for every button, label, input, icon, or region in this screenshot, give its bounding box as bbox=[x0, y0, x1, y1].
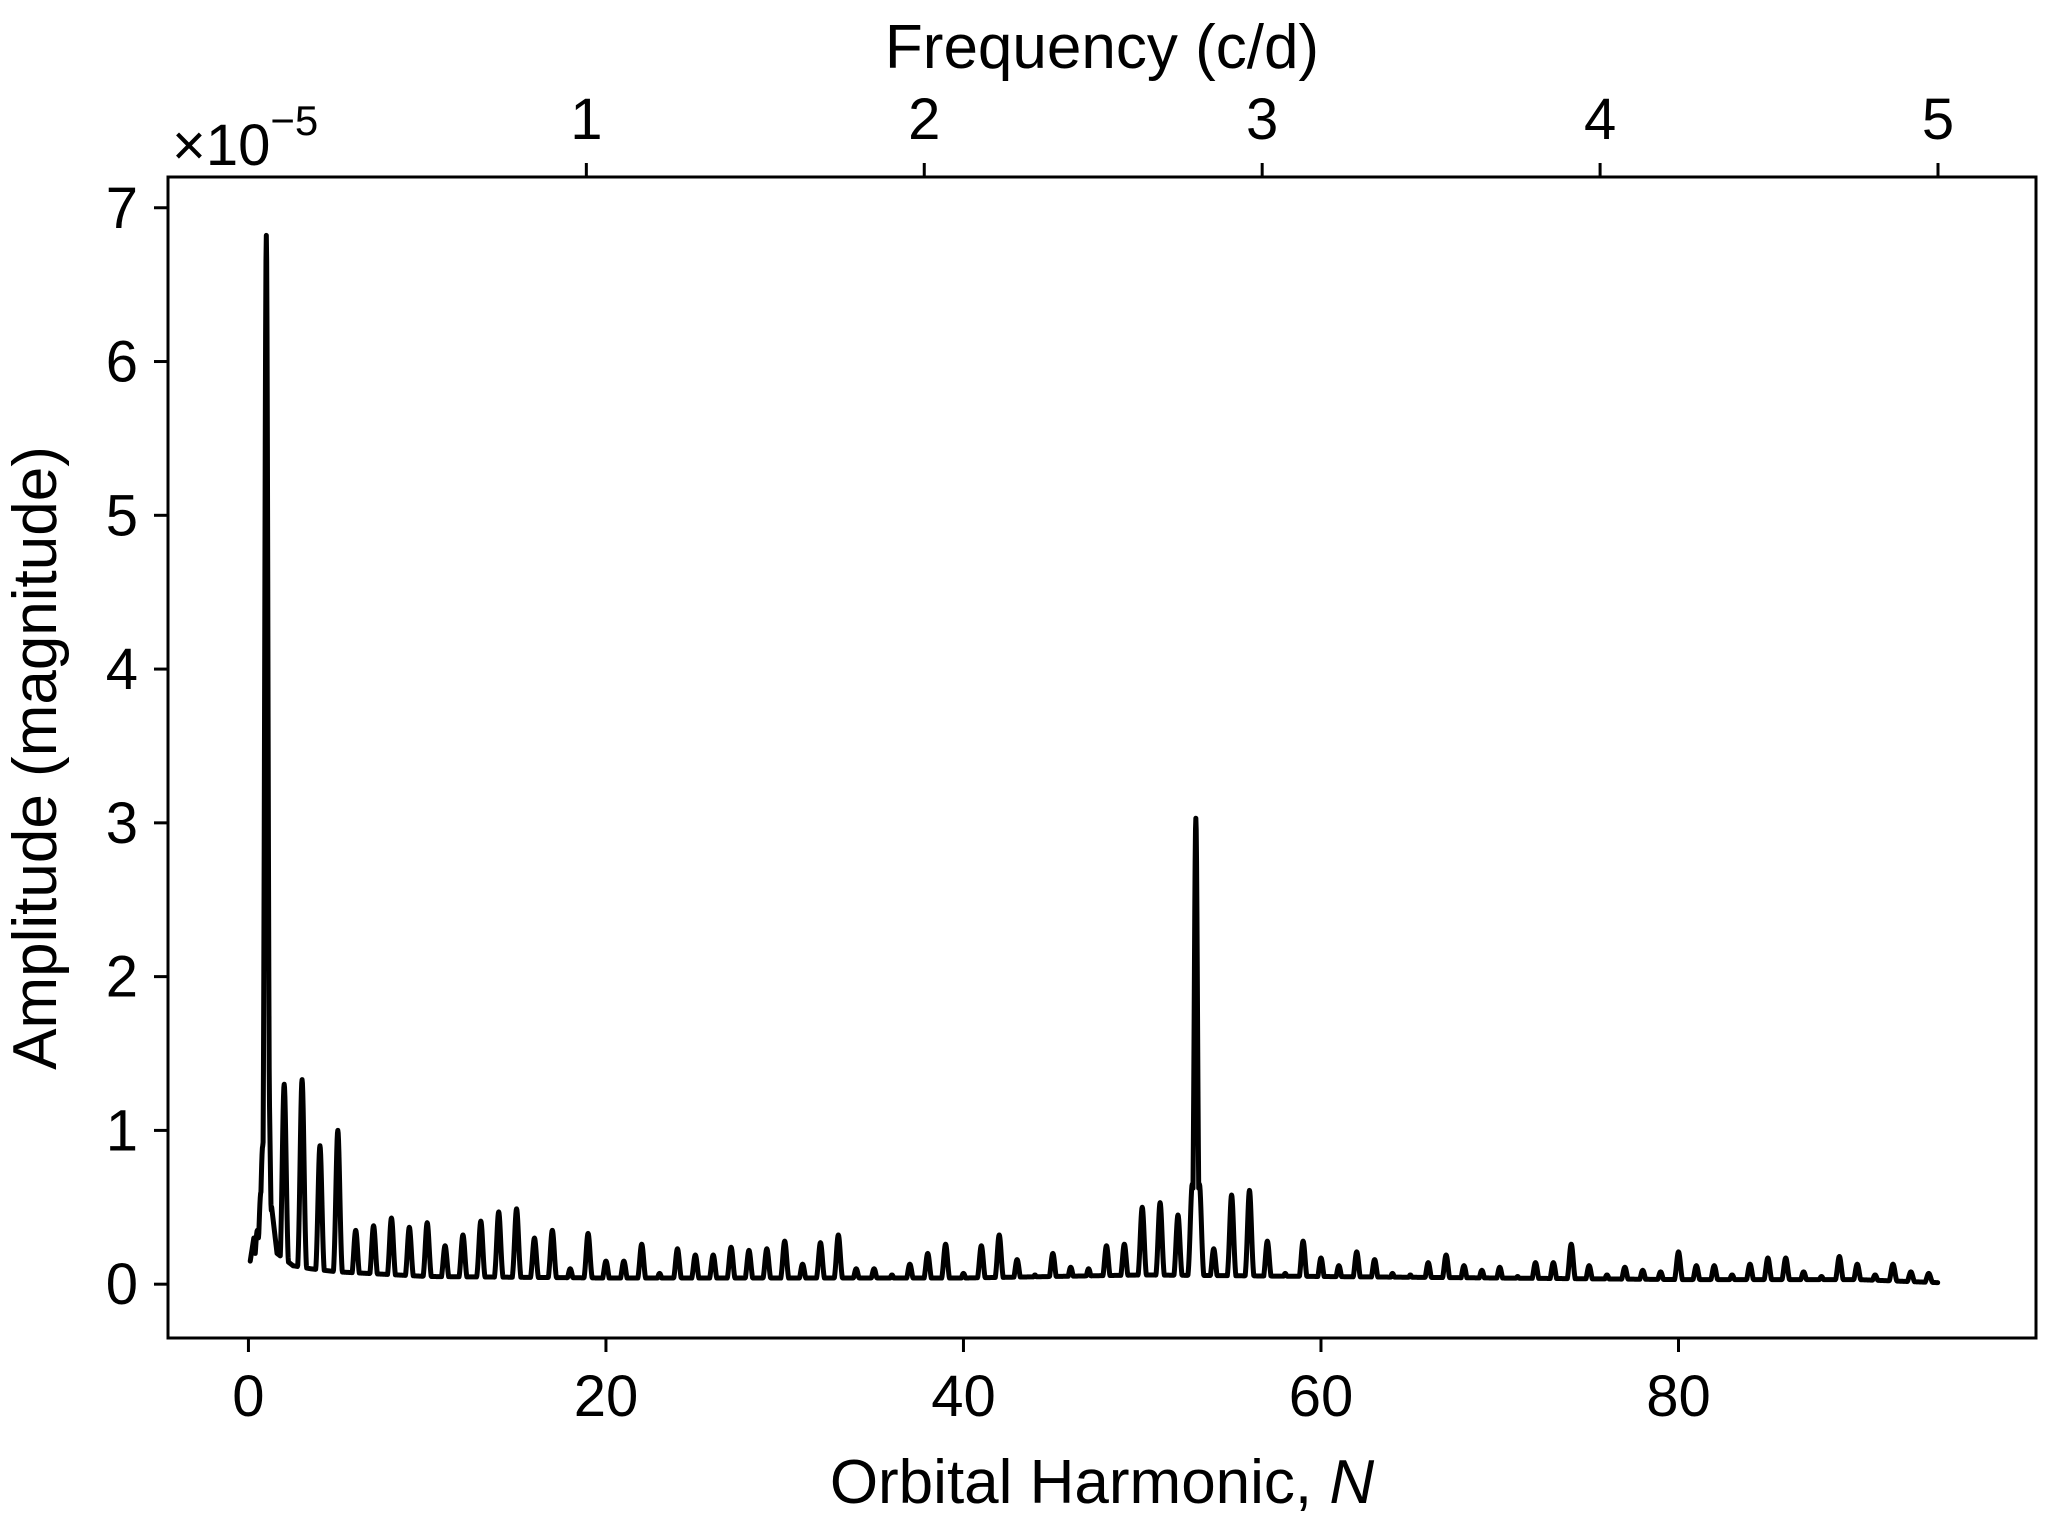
x-tick-label-60: 60 bbox=[1289, 1364, 1354, 1429]
y-axis-label: Amplitude (magnitude) bbox=[1, 446, 70, 1070]
bottom-x-axis: 0 20 40 60 80 bbox=[232, 1338, 1711, 1429]
top-x-tick-label-4: 4 bbox=[1584, 87, 1616, 152]
x-axis-label: Orbital Harmonic, N bbox=[830, 1448, 1375, 1517]
amplitude-spectrum-line bbox=[247, 232, 1941, 1286]
top-x-tick-label-3: 3 bbox=[1246, 87, 1278, 152]
plot-frame bbox=[166, 175, 2038, 1340]
y-tick-label-1: 1 bbox=[106, 1098, 138, 1163]
x-tick-label-0: 0 bbox=[232, 1364, 264, 1429]
x-tick-label-80: 80 bbox=[1646, 1364, 1711, 1429]
y-axis: 0 1 2 3 4 5 6 7 bbox=[106, 176, 168, 1317]
x-tick-label-40: 40 bbox=[931, 1364, 996, 1429]
top-x-axis: 1 2 3 4 5 bbox=[570, 87, 1954, 177]
y-tick-label-6: 6 bbox=[106, 330, 138, 395]
top-x-tick-label-1: 1 bbox=[570, 87, 602, 152]
y-tick-label-4: 4 bbox=[106, 637, 138, 702]
y-tick-label-5: 5 bbox=[106, 483, 138, 548]
y-scale-factor: ×10−5 bbox=[172, 97, 318, 178]
y-tick-label-7: 7 bbox=[106, 176, 138, 241]
top-x-axis-label: Frequency (c/d) bbox=[885, 13, 1319, 82]
y-tick-label-3: 3 bbox=[106, 791, 138, 856]
top-x-tick-label-2: 2 bbox=[908, 87, 940, 152]
top-x-tick-label-5: 5 bbox=[1922, 87, 1954, 152]
x-tick-label-20: 20 bbox=[574, 1364, 639, 1429]
y-tick-label-2: 2 bbox=[106, 945, 138, 1010]
y-tick-label-0: 0 bbox=[106, 1252, 138, 1317]
